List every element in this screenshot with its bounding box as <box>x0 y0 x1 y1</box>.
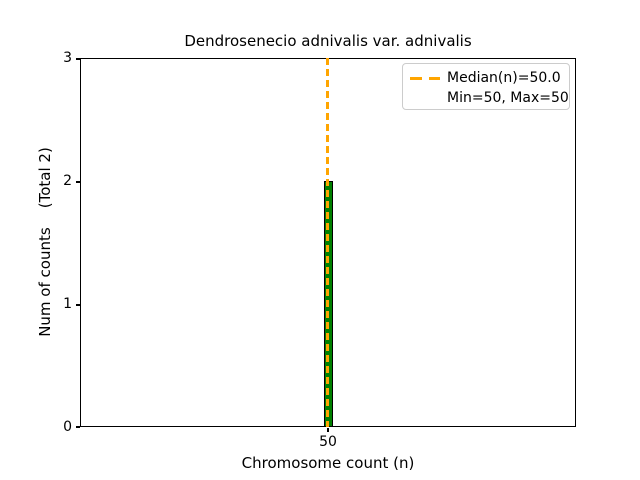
y-tick-label: 0 <box>63 419 72 435</box>
legend-item-minmax: Min=50, Max=50 <box>403 88 569 108</box>
chart-title: Dendrosenecio adnivalis var. adnivalis <box>184 32 472 50</box>
legend-label-median: Median(n)=50.0 <box>447 70 561 86</box>
legend-item-median: Median(n)=50.0 <box>403 68 569 88</box>
y-tick-label: 2 <box>63 173 72 189</box>
y-tick-label: 1 <box>63 296 72 312</box>
legend-box: Median(n)=50.0 Min=50, Max=50 <box>402 63 570 110</box>
y-tick-mark <box>76 58 80 60</box>
y-tick-mark <box>76 181 80 183</box>
median-vline <box>326 58 329 427</box>
x-axis-label: Chromosome count (n) <box>241 454 415 472</box>
y-tick-mark <box>76 426 80 428</box>
y-tick-label: 3 <box>63 50 72 66</box>
y-axis-label: Num of counts (Total 2) <box>36 147 54 337</box>
legend-label-minmax: Min=50, Max=50 <box>447 90 569 106</box>
x-tick-mark <box>327 428 329 432</box>
x-tick-label: 50 <box>319 434 337 450</box>
y-tick-mark <box>76 304 80 306</box>
median-dashed-line-icon <box>410 76 440 80</box>
legend-empty-handle <box>410 97 440 100</box>
